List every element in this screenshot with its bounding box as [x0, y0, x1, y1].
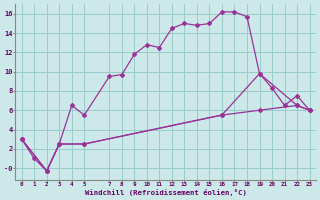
X-axis label: Windchill (Refroidissement éolien,°C): Windchill (Refroidissement éolien,°C)	[85, 189, 247, 196]
